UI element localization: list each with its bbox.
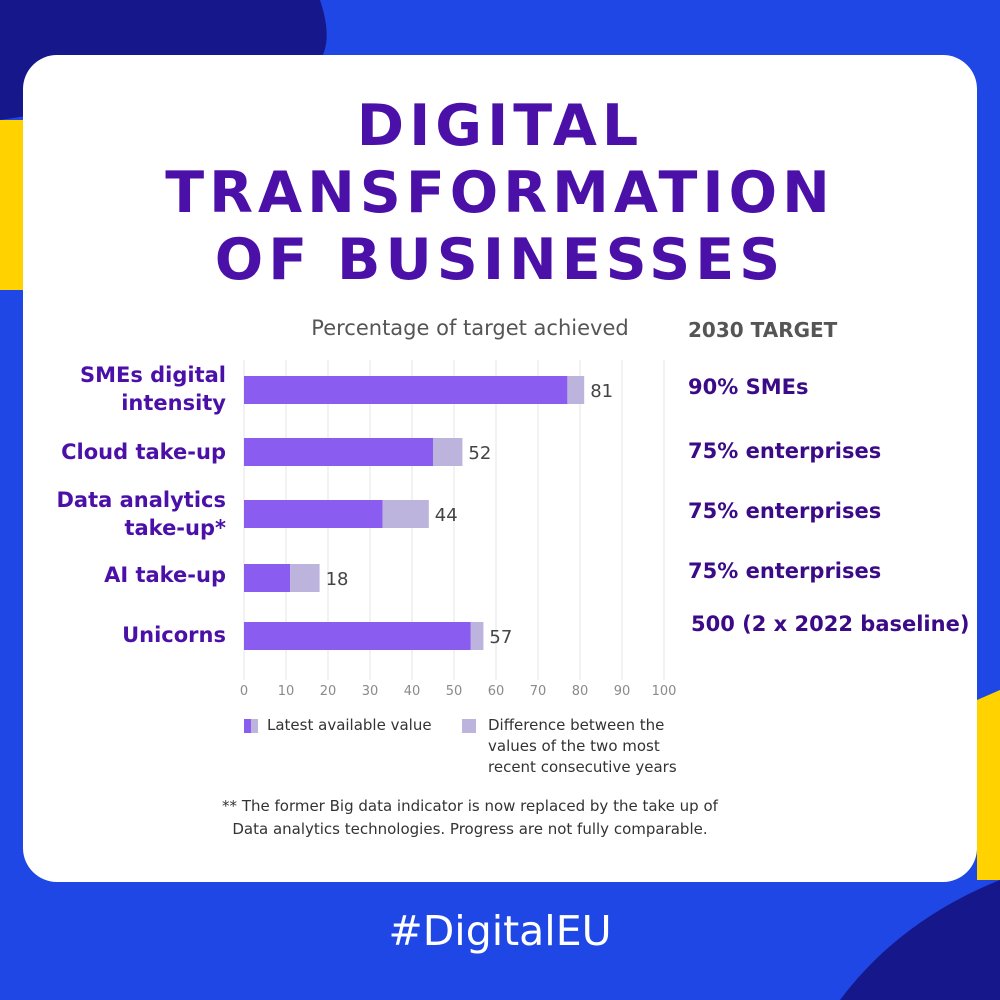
category-label-line: intensity	[121, 391, 226, 415]
x-tick-label: 50	[446, 684, 463, 699]
bar-layer	[244, 376, 585, 650]
x-tick-label: 60	[488, 684, 505, 699]
legend-swatch-latest	[244, 719, 251, 733]
target-value: 500 (2 x 2022 baseline)	[691, 612, 970, 636]
bar-difference	[433, 438, 463, 466]
legend-swatch-latest-light	[251, 719, 258, 733]
x-tick-label: 80	[572, 684, 589, 699]
title-line: OF BUSINESSES	[214, 227, 786, 293]
category-label-line: Data analytics	[56, 488, 227, 512]
x-tick-label: 100	[652, 684, 677, 699]
data-label: 18	[326, 569, 349, 590]
target-header: 2030 TARGET	[688, 318, 838, 342]
category-label-line: SMEs digital	[79, 363, 226, 387]
legend-difference-line: Difference between the	[488, 716, 665, 734]
chart-subtitle: Percentage of target achieved	[311, 316, 629, 340]
category-label-line: Cloud take-up	[61, 440, 226, 464]
bar-difference	[382, 500, 429, 528]
label-layer: 0 10 20 30 40 50 60 70 80 90 100 81 52 44 18 57	[240, 381, 677, 699]
hashtag: #DigitalEU	[388, 907, 612, 955]
category-label: Data analytics take-up*	[26, 486, 227, 542]
bar-difference	[567, 376, 585, 404]
yellow-accent-left	[0, 120, 30, 290]
category-label-line: Unicorns	[122, 623, 226, 647]
x-tick-label: 20	[320, 684, 337, 699]
x-tick-label: 40	[404, 684, 421, 699]
x-tick-label: 0	[240, 684, 248, 699]
legend-swatch-difference	[462, 719, 476, 733]
bar-difference	[290, 564, 320, 592]
x-tick-label: 90	[614, 684, 631, 699]
x-tick-label: 70	[530, 684, 547, 699]
footnote-line: ** The former Big data indicator is now …	[222, 797, 718, 815]
legend-difference-line: values of the two most	[488, 737, 660, 755]
bar-latest	[244, 622, 471, 650]
page-title: DIGITAL TRANSFORMATION OF BUSINESSES	[0, 93, 1000, 294]
bar-latest	[244, 438, 433, 466]
title-line: DIGITAL	[356, 93, 644, 159]
category-label: SMEs digital intensity	[26, 361, 226, 417]
bar-latest	[244, 376, 568, 404]
data-label: 81	[590, 381, 613, 402]
legend-difference-line: recent consecutive years	[488, 758, 677, 776]
x-tick-label: 10	[278, 684, 295, 699]
target-value: 75% enterprises	[688, 559, 882, 583]
category-label-line: AI take-up	[104, 563, 226, 587]
data-label: 44	[435, 505, 458, 526]
legend-difference-label: Difference between the values of the two…	[488, 715, 677, 778]
bar-latest	[244, 500, 383, 528]
target-value: 90% SMEs	[688, 375, 809, 399]
content-card	[23, 55, 977, 882]
category-label: Cloud take-up	[26, 438, 226, 466]
category-label: AI take-up	[26, 561, 226, 589]
category-label-line: take-up*	[124, 516, 226, 540]
corner-shape-bottom-right	[840, 880, 1000, 1000]
target-value: 75% enterprises	[688, 439, 882, 463]
legend-latest-label: Latest available value	[267, 716, 432, 734]
category-label: Unicorns	[26, 621, 226, 649]
bar-difference	[470, 622, 484, 650]
bar-latest	[244, 564, 291, 592]
yellow-accent-right	[977, 690, 1000, 880]
title-line: TRANSFORMATION	[165, 160, 835, 226]
data-label: 57	[489, 627, 512, 648]
x-tick-label: 30	[362, 684, 379, 699]
footnote-line: Data analytics technologies. Progress ar…	[232, 820, 708, 838]
footnote: ** The former Big data indicator is now …	[160, 795, 780, 841]
data-label: 52	[468, 443, 491, 464]
target-value: 75% enterprises	[688, 499, 882, 523]
